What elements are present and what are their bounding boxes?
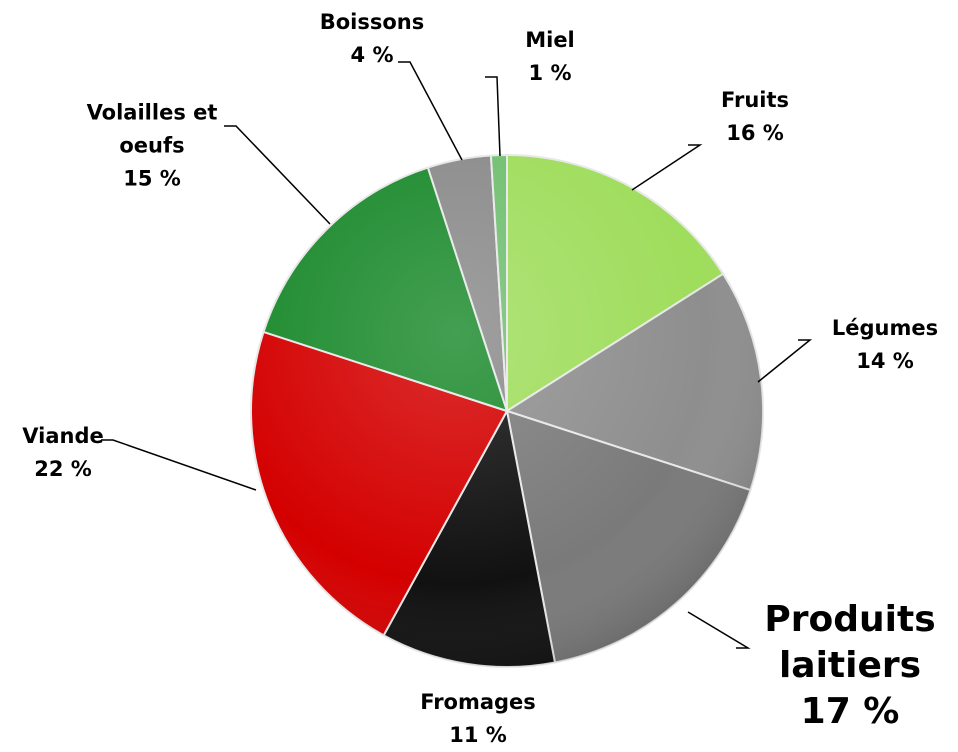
category-label: Fromages: [420, 690, 536, 714]
leader-line: [485, 76, 501, 157]
value-label: 11 %: [449, 723, 507, 747]
slice-label: Boissons 4 %: [302, 6, 442, 72]
slice-label: Volailles et oeufs 15 %: [65, 97, 240, 196]
value-label: 14 %: [856, 349, 914, 373]
leader-line: [398, 61, 463, 161]
value-label: 22 %: [34, 457, 92, 481]
category-label: Viande: [22, 424, 104, 448]
value-label: 16 %: [726, 121, 784, 145]
leader-line: [757, 339, 813, 383]
category-label: Produits laitiers: [764, 599, 936, 686]
category-label: Légumes: [831, 316, 939, 340]
value-label: 15 %: [123, 166, 181, 191]
slice-label: Légumes 14 %: [815, 312, 955, 378]
leader-line: [224, 125, 331, 225]
slice-label: Viande 22 %: [8, 420, 118, 486]
slice-label: Fromages 11 %: [388, 686, 568, 752]
leader-line: [101, 439, 257, 491]
value-label: 4 %: [350, 43, 394, 67]
leader-line: [631, 144, 703, 191]
value-label: 1 %: [528, 61, 572, 85]
category-label: Miel: [525, 28, 575, 52]
category-label: Boissons: [319, 10, 425, 34]
category-label: Fruits: [720, 88, 790, 112]
value-label: 17 %: [800, 691, 900, 732]
leader-line: [687, 611, 751, 649]
slice-label: Fruits 16 %: [695, 84, 815, 150]
category-label: Volailles et oeufs: [86, 100, 218, 158]
slice-label: Miel 1 %: [510, 24, 590, 90]
slice-label: Produits laitiers 17 %: [743, 597, 958, 735]
